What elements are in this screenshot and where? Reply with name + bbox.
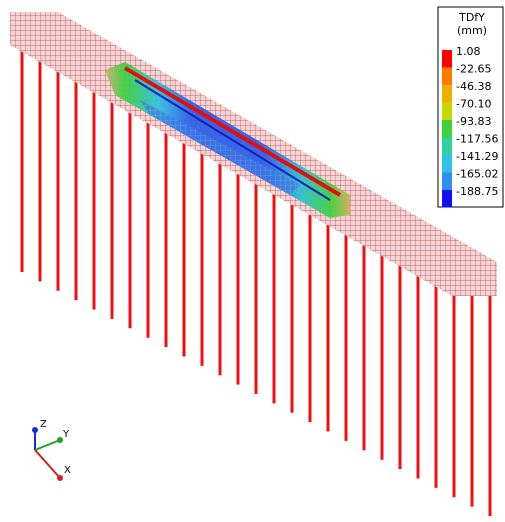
legend-swatch [442, 120, 452, 138]
x-label: X [64, 465, 71, 476]
legend-label: -22.65 [456, 63, 491, 76]
x-axis [35, 450, 60, 478]
legend-swatch [442, 68, 452, 86]
axis-triad: Z Y X [32, 419, 71, 481]
legend-swatch [442, 50, 452, 68]
z-tip [32, 427, 38, 433]
legend-swatch [442, 85, 452, 103]
legend-label: -141.29 [456, 150, 498, 163]
legend-label: -46.38 [456, 80, 491, 93]
legend-label: 1.08 [456, 45, 481, 58]
legend: TDfY (mm) 1.08 -22.65 -46.38 -70.10 -93.83 -1… [438, 7, 503, 208]
deformation-edge [125, 68, 340, 195]
legend-unit: (mm) [457, 24, 487, 37]
page: TDfY (mm) 1.08 -22.65 -46.38 -70.10 -93.83 -1… [0, 0, 505, 522]
x-tip [57, 475, 63, 481]
y-axis [35, 440, 60, 450]
legend-label: -70.10 [456, 98, 491, 111]
legend-swatch [442, 155, 452, 173]
legend-swatch [442, 190, 452, 208]
legend-swatch [442, 138, 452, 156]
legend-swatch [442, 173, 452, 191]
legend-title: TDfY [458, 11, 485, 24]
legend-label: -117.56 [456, 133, 498, 146]
z-label: Z [40, 419, 47, 430]
y-label: Y [62, 429, 70, 440]
deformation-band [105, 62, 350, 218]
legend-label: -165.02 [456, 168, 498, 181]
legend-label: -93.83 [456, 115, 491, 128]
deformation-edge [135, 80, 330, 200]
viewport: TDfY (mm) 1.08 -22.65 -46.38 -70.10 -93.83 -1… [0, 0, 505, 522]
legend-swatch [442, 103, 452, 121]
legend-label: -188.75 [456, 185, 498, 198]
